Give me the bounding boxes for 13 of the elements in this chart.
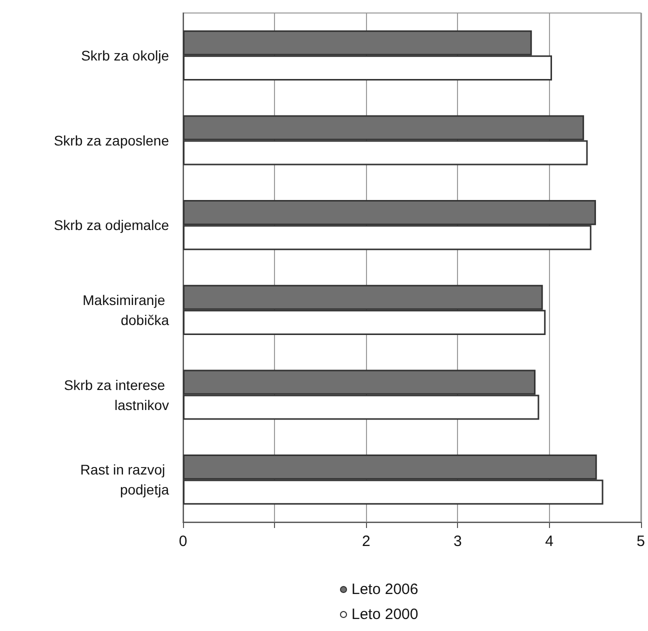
y-tick-label: Rast in razvoj podjetja — [80, 462, 170, 498]
y-tick-label: Skrb za interese lastnikov — [64, 376, 169, 413]
x-tick-label: 4 — [545, 533, 554, 550]
y-tick-label: Skrb za odjemalce — [54, 217, 170, 234]
x-tick-label: 3 — [454, 533, 462, 550]
x-tick-label: 5 — [636, 533, 645, 550]
x-tick-label: 2 — [362, 533, 370, 550]
x-tick-label: 0 — [178, 533, 188, 550]
legend-label: Leto 2006 — [352, 581, 418, 598]
y-tick-label: Skrb za okolje — [81, 47, 170, 64]
y-tick-label: Skrb za zaposlene — [54, 132, 170, 148]
y-tick-label: Maksimiranje dobička — [82, 292, 170, 328]
legend-label: Leto 2000 — [352, 606, 418, 623]
